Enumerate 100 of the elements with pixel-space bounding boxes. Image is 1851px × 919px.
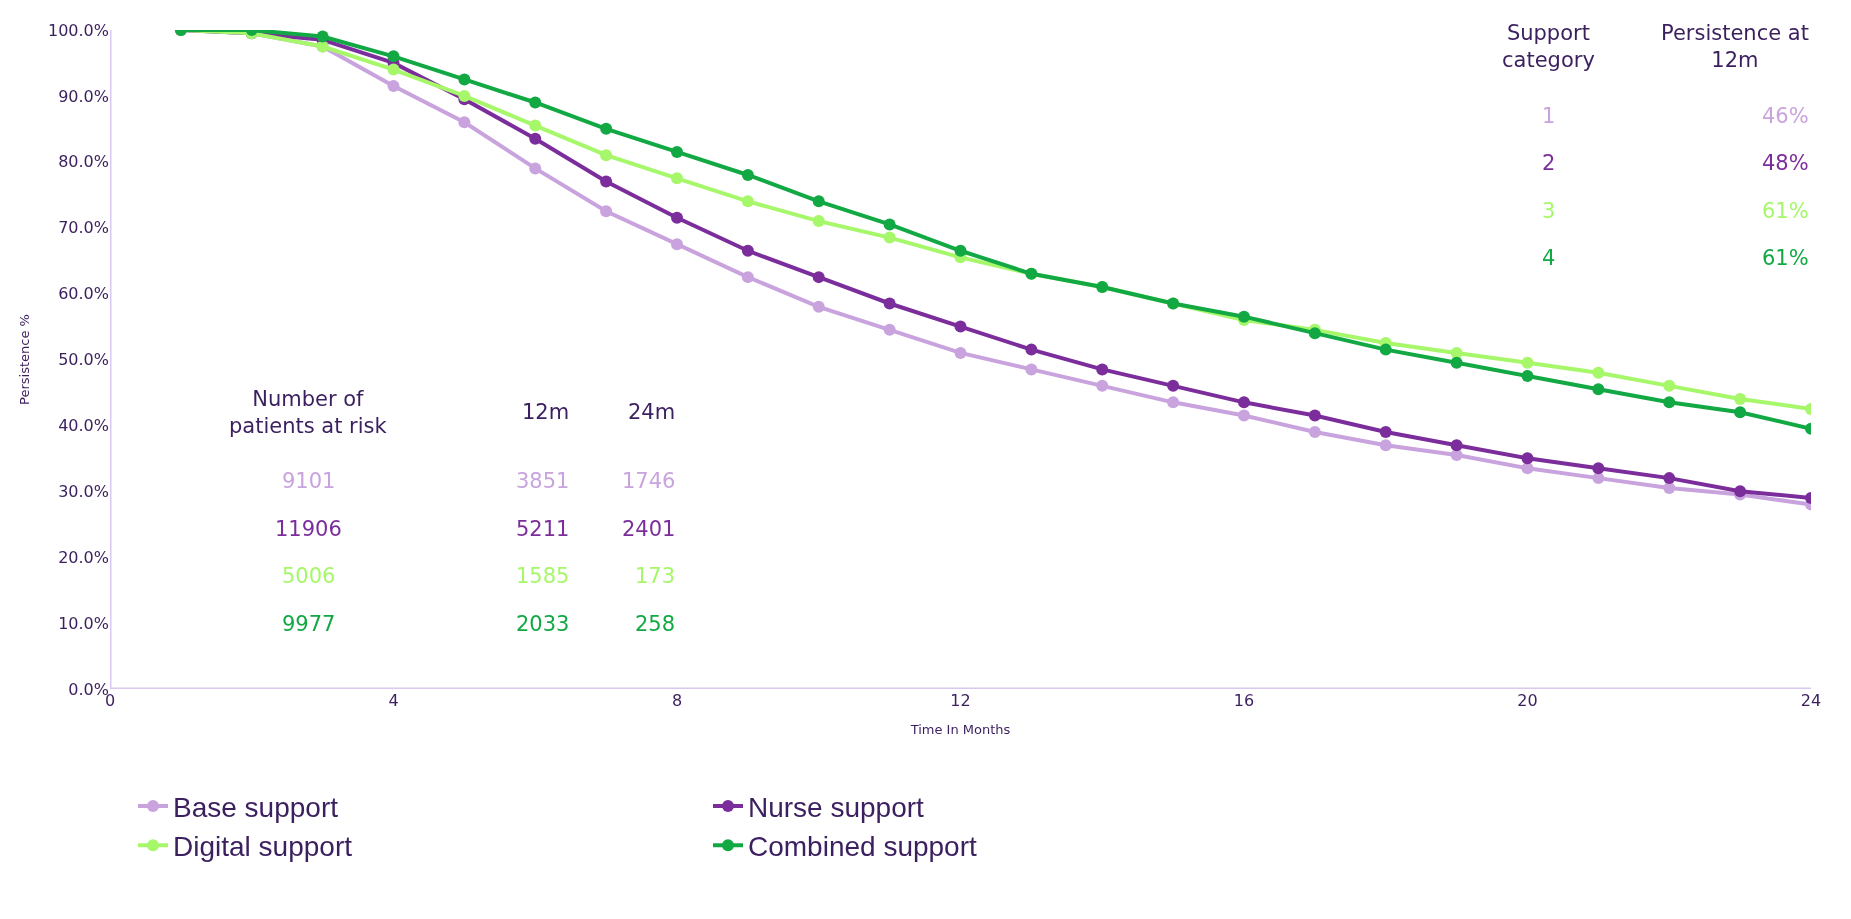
point xyxy=(600,205,613,218)
y-tick-label: 50.0% xyxy=(58,350,109,370)
point xyxy=(1379,343,1392,356)
y-tick-label: 60.0% xyxy=(58,284,109,304)
point xyxy=(387,63,400,76)
point xyxy=(812,271,825,284)
point xyxy=(1663,472,1676,485)
point xyxy=(1379,425,1392,438)
point xyxy=(1663,396,1676,409)
legend-label: Base support xyxy=(173,791,339,823)
point xyxy=(1379,439,1392,452)
annotation: 173 xyxy=(635,564,676,588)
annotation: 61% xyxy=(1762,199,1809,223)
point xyxy=(529,119,542,132)
point xyxy=(529,96,542,109)
point xyxy=(1096,379,1109,392)
point xyxy=(1308,425,1321,438)
annotation: 3851 xyxy=(516,469,570,493)
annotation: 3 xyxy=(1542,199,1556,223)
point xyxy=(1167,396,1180,409)
point xyxy=(1450,356,1463,369)
annotation: 46% xyxy=(1762,104,1809,128)
point xyxy=(600,175,613,188)
y-tick-label: 20.0% xyxy=(58,547,109,567)
x-axis-title: Time In Months xyxy=(909,721,1011,737)
point xyxy=(600,149,613,162)
point xyxy=(1592,462,1605,475)
point xyxy=(1663,482,1676,494)
point xyxy=(1308,409,1321,422)
point xyxy=(458,116,471,129)
annotation: 61% xyxy=(1762,246,1809,270)
point xyxy=(387,50,400,63)
y-tick-label: 30.0% xyxy=(58,481,109,501)
point xyxy=(1450,439,1463,452)
legend-label: Nurse support xyxy=(748,791,925,823)
point xyxy=(1521,452,1534,465)
annotation: Support category xyxy=(1502,21,1595,73)
annotation: 9977 xyxy=(282,612,336,636)
point xyxy=(1521,369,1534,382)
point xyxy=(600,122,613,135)
annotation: 12m xyxy=(522,400,570,424)
annotation: 1 xyxy=(1542,104,1556,128)
x-tick-label: 16 xyxy=(1233,691,1255,710)
annotation: 2 xyxy=(1542,151,1556,175)
annotation: 24m xyxy=(628,400,676,424)
annotation: 1585 xyxy=(516,564,570,588)
point xyxy=(1167,379,1180,392)
annotation: 5211 xyxy=(516,517,570,541)
point xyxy=(671,211,683,224)
point xyxy=(883,231,896,244)
legend-label: Combined support xyxy=(748,831,978,863)
point xyxy=(741,244,754,257)
annotation: 2033 xyxy=(516,612,570,636)
annotation: 2401 xyxy=(622,517,676,541)
annotation: Persistence at 12m xyxy=(1661,21,1809,73)
point xyxy=(741,271,754,284)
point xyxy=(1592,383,1605,396)
point xyxy=(883,323,896,336)
y-axis-title: Persistence % xyxy=(16,314,32,405)
annotation: 4 xyxy=(1542,246,1556,270)
point xyxy=(1238,396,1250,409)
x-tick-label: 8 xyxy=(671,691,683,710)
legend-label: Digital support xyxy=(173,831,353,863)
point xyxy=(671,145,683,158)
point xyxy=(741,168,754,181)
point xyxy=(1308,327,1321,340)
point xyxy=(741,195,754,208)
point xyxy=(458,89,471,102)
point xyxy=(1096,363,1109,376)
y-tick-label: 10.0% xyxy=(58,613,109,633)
x-tick-label: 4 xyxy=(388,691,399,710)
x-tick-label: 20 xyxy=(1517,691,1538,710)
y-tick-label: 40.0% xyxy=(58,416,109,435)
point xyxy=(387,80,400,92)
point xyxy=(671,238,683,251)
point xyxy=(954,320,967,333)
point xyxy=(954,244,967,257)
annotation: 5006 xyxy=(282,564,336,588)
annotation: 1746 xyxy=(622,469,676,493)
point xyxy=(1663,379,1676,392)
point xyxy=(1734,393,1747,406)
annotation: Number of patients at risk xyxy=(229,387,388,439)
point xyxy=(1025,363,1038,376)
point xyxy=(529,132,542,145)
point xyxy=(883,297,896,310)
point xyxy=(1521,356,1534,369)
annotation: 48% xyxy=(1762,151,1809,175)
point xyxy=(812,195,825,208)
point xyxy=(812,215,825,228)
annotation: 9101 xyxy=(282,469,336,493)
point xyxy=(458,73,471,86)
point xyxy=(1734,406,1747,419)
point xyxy=(883,218,896,231)
y-tick-label: 80.0% xyxy=(58,152,109,172)
x-tick-label: 24 xyxy=(1800,691,1822,710)
point xyxy=(1025,343,1038,356)
point xyxy=(1592,366,1605,379)
point xyxy=(671,172,683,185)
point xyxy=(954,346,967,359)
y-tick-label: 90.0% xyxy=(58,86,109,106)
